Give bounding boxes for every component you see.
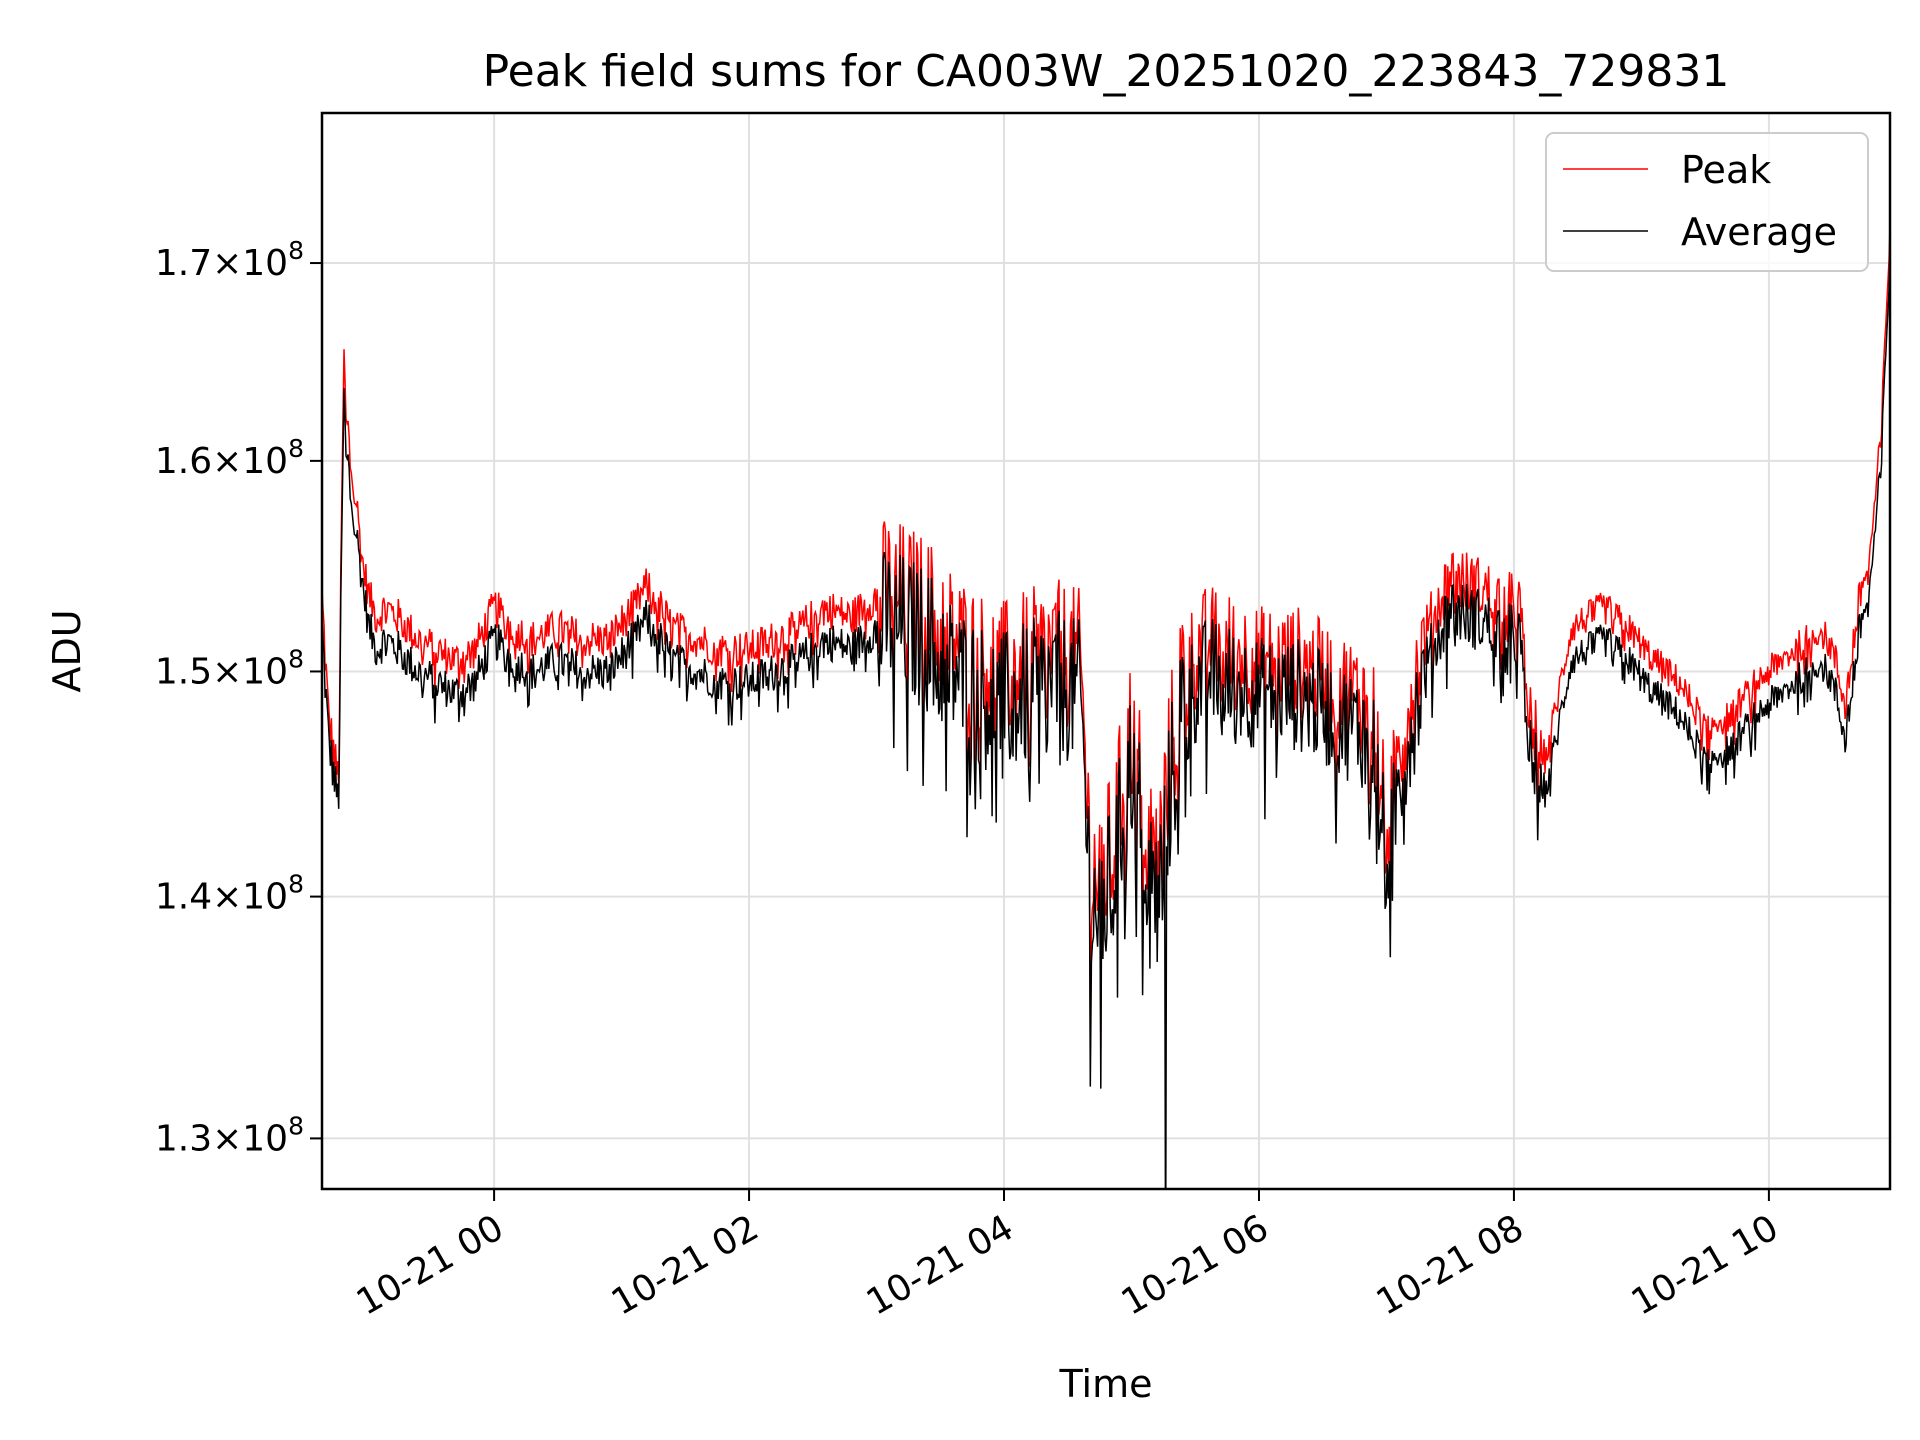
y-tick-mantissa: 1.6 — [155, 441, 212, 482]
y-tick-times: ×10 — [212, 1118, 288, 1159]
average-series-line — [322, 254, 1890, 1189]
y-tick-label: 1.4×108 — [155, 870, 304, 918]
plot-frame — [320, 111, 1892, 1191]
y-tick-exponent: 8 — [288, 1111, 304, 1140]
y-tick-label: 1.3×108 — [155, 1111, 304, 1159]
y-tick-times: ×10 — [212, 877, 288, 918]
series-lines — [322, 226, 1890, 1189]
legend-peak-label: Peak — [1681, 148, 1771, 192]
y-tick-label: 1.6×108 — [155, 434, 304, 482]
y-tick-mantissa: 1.5 — [155, 651, 212, 692]
legend: Peak Average — [1545, 132, 1869, 272]
y-tick-exponent: 8 — [288, 236, 304, 265]
y-tick-times: ×10 — [212, 243, 288, 284]
y-tick-times: ×10 — [212, 441, 288, 482]
chart-title: Peak field sums for CA003W_20251020_2238… — [483, 46, 1730, 97]
y-tick-mantissa: 1.3 — [155, 1118, 212, 1159]
peak-series-line — [322, 226, 1890, 1051]
y-tick-exponent: 8 — [288, 644, 304, 673]
y-tick-mantissa: 1.7 — [155, 243, 212, 284]
y-tick-exponent: 8 — [288, 870, 304, 899]
y-tick-exponent: 8 — [288, 434, 304, 463]
y-axis-label: ADU — [45, 609, 89, 692]
y-tick-mantissa: 1.4 — [155, 877, 212, 918]
legend-average-label: Average — [1681, 210, 1837, 254]
y-tick-times: ×10 — [212, 651, 288, 692]
y-tick-label: 1.7×108 — [155, 236, 304, 284]
x-axis-label: Time — [1059, 1362, 1153, 1406]
y-tick-label: 1.5×108 — [155, 644, 304, 692]
legend-box — [1545, 132, 1869, 272]
